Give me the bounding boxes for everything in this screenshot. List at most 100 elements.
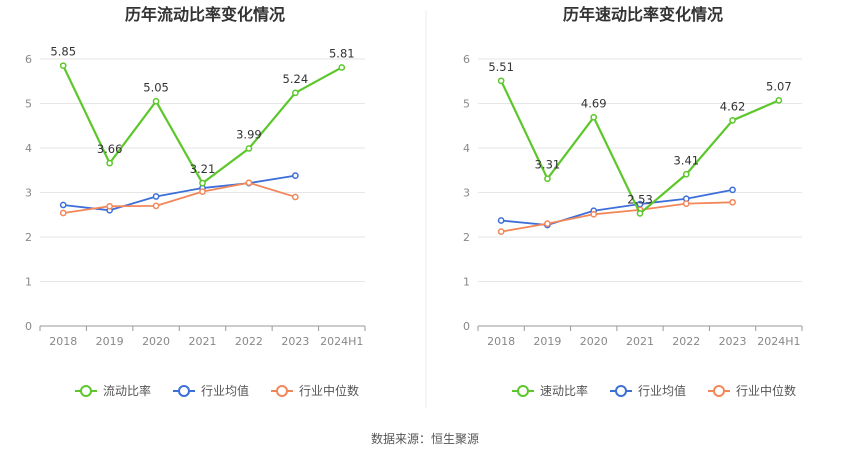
- industry-mean-series-line: [63, 174, 296, 212]
- industry-median-series-point[interactable]: [729, 198, 736, 206]
- industry-median-series-point[interactable]: [590, 210, 598, 218]
- industry-mean-series-point[interactable]: [292, 172, 299, 179]
- y-tick-label: 3: [25, 187, 32, 200]
- x-tick-label: 2024H1: [757, 335, 800, 348]
- industry-median-series-line: [500, 201, 733, 233]
- legend-label: 行业均值: [201, 383, 249, 398]
- data-label: 3.66: [97, 142, 123, 156]
- y-tick-label: 0: [463, 320, 470, 333]
- primary-series-point[interactable]: [152, 97, 160, 105]
- legend-swatch-marker: [615, 385, 627, 397]
- chart-title: 历年流动比率变化情况: [125, 5, 285, 24]
- industry-mean-series-line: [501, 188, 733, 226]
- legend-item-primary-series[interactable]: 流动比率: [75, 383, 151, 398]
- primary-series-point[interactable]: [497, 77, 505, 85]
- legend-label: 行业中位数: [736, 383, 796, 398]
- legend-swatch-marker: [713, 385, 725, 397]
- industry-mean-series-point[interactable]: [729, 186, 736, 194]
- y-tick-label: 4: [463, 142, 470, 155]
- primary-series-point[interactable]: [199, 179, 206, 187]
- primary-series-point[interactable]: [682, 170, 690, 178]
- legend-item-industry-median-series[interactable]: 行业中位数: [271, 383, 359, 398]
- data-label: 5.85: [50, 45, 76, 59]
- industry-median-series-point[interactable]: [59, 209, 67, 217]
- primary-series-point[interactable]: [338, 64, 346, 71]
- legend-swatch-marker: [517, 385, 529, 397]
- legend-label: 流动比率: [103, 383, 151, 398]
- y-tick-label: 6: [463, 53, 470, 66]
- data-label: 5.81: [329, 46, 355, 60]
- y-tick-label: 2: [25, 231, 32, 244]
- primary-series-point[interactable]: [59, 62, 67, 70]
- current-ratio-chart: 历年流动比率变化情况 0 1 2 3 4 5 6 2018 2019 2020 2021 2022 202…: [25, 5, 366, 398]
- x-tick-label: 2019: [533, 335, 561, 348]
- y-tick-label: 5: [25, 98, 32, 111]
- x-tick-label: 2019: [96, 335, 124, 348]
- data-label: 5.07: [766, 79, 792, 93]
- industry-mean-series-point[interactable]: [152, 193, 160, 200]
- legend-item-industry-mean-series[interactable]: 行业均值: [173, 383, 249, 398]
- x-tick-label: 2023: [281, 335, 309, 348]
- x-tick-label: 2021: [626, 335, 654, 348]
- data-label: 3.21: [190, 162, 216, 176]
- legend-swatch-marker: [178, 385, 190, 397]
- y-tick-label: 2: [463, 231, 470, 244]
- primary-series-point[interactable]: [245, 145, 253, 152]
- industry-median-series-point[interactable]: [199, 188, 206, 195]
- x-tick-label: 2020: [142, 335, 170, 348]
- primary-series-point[interactable]: [544, 175, 551, 183]
- x-tick-label: 2021: [189, 335, 217, 348]
- industry-median-series-point[interactable]: [682, 200, 690, 207]
- legend-item-industry-median-series[interactable]: 行业中位数: [708, 383, 796, 398]
- industry-mean-series-point[interactable]: [497, 217, 505, 224]
- x-tick-label: 2020: [580, 335, 608, 348]
- data-label: 5.24: [283, 72, 309, 86]
- industry-median-series-point[interactable]: [106, 202, 113, 210]
- y-tick-label: 0: [25, 320, 32, 333]
- y-tick-label: 4: [25, 142, 32, 155]
- industry-median-series-line: [63, 181, 296, 214]
- x-tick-label: 2022: [235, 335, 263, 348]
- y-tick-label: 5: [463, 98, 470, 111]
- data-label: 5.05: [143, 80, 169, 94]
- legend-item-primary-series[interactable]: 速动比率: [512, 383, 588, 398]
- primary-series-point[interactable]: [106, 159, 113, 167]
- y-tick-label: 1: [25, 276, 32, 289]
- legend-label: 行业中位数: [299, 383, 359, 398]
- data-source-note: 数据来源：恒生聚源: [371, 431, 479, 446]
- industry-median-series-point[interactable]: [245, 179, 253, 187]
- industry-median-series-point[interactable]: [544, 220, 551, 227]
- data-label: 3.31: [535, 158, 561, 172]
- x-tick-label: 2023: [719, 335, 747, 348]
- primary-series-point[interactable]: [775, 97, 783, 104]
- y-tick-label: 1: [463, 276, 470, 289]
- legend-item-industry-mean-series[interactable]: 行业均值: [610, 383, 686, 398]
- data-label: 2.53: [627, 192, 653, 206]
- data-label: 3.41: [673, 153, 699, 167]
- data-label: 4.62: [720, 99, 746, 113]
- industry-median-series-point[interactable]: [292, 193, 299, 201]
- x-tick-label: 2024H1: [320, 335, 363, 348]
- y-tick-label: 6: [25, 53, 32, 66]
- legend-label: 速动比率: [540, 383, 588, 398]
- industry-median-series-point[interactable]: [497, 228, 505, 236]
- primary-series-point[interactable]: [636, 210, 644, 217]
- primary-series-point[interactable]: [292, 89, 299, 97]
- legend-swatch-marker: [276, 385, 288, 397]
- industry-median-series-point[interactable]: [152, 202, 160, 210]
- chart-title: 历年速动比率变化情况: [563, 5, 723, 24]
- data-label: 5.51: [488, 60, 514, 74]
- industry-mean-series-point[interactable]: [59, 201, 67, 209]
- quick-ratio-chart: 历年速动比率变化情况 0 1 2 3 4 5 6 2018 2019 2020 2021 2022 202…: [463, 5, 803, 398]
- y-tick-label: 3: [463, 187, 470, 200]
- x-tick-label: 2018: [487, 335, 515, 348]
- x-tick-label: 2022: [672, 335, 700, 348]
- x-tick-label: 2018: [49, 335, 77, 348]
- legend-label: 行业均值: [638, 383, 686, 398]
- primary-series-point[interactable]: [729, 117, 736, 124]
- legend-swatch-marker: [80, 385, 92, 397]
- data-label: 4.69: [581, 96, 607, 110]
- primary-series-point[interactable]: [590, 113, 598, 121]
